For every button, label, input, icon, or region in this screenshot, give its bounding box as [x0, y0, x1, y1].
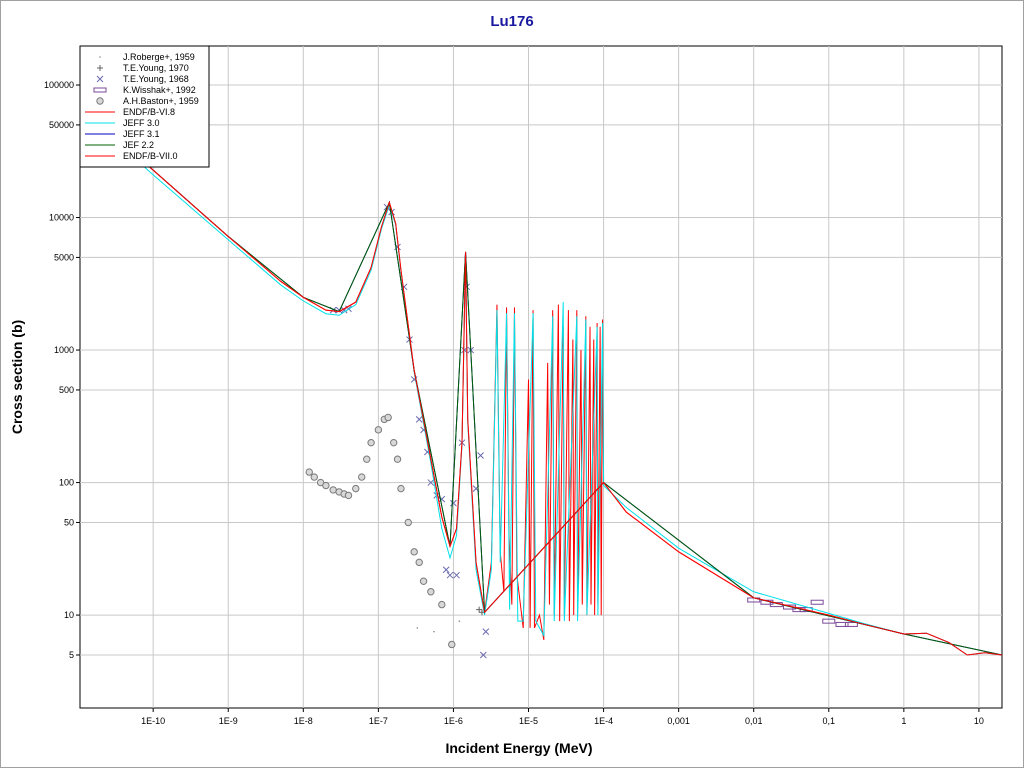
x-tick-label: 1E-7	[369, 716, 388, 726]
x-tick-label: 1E-6	[444, 716, 463, 726]
legend-label: ENDF/B-VII.0	[123, 151, 178, 161]
marker	[415, 415, 423, 423]
marker	[822, 618, 836, 624]
marker	[446, 571, 454, 579]
marker	[477, 452, 484, 459]
legend-marker	[93, 87, 107, 93]
y-tick-label: 500	[59, 385, 74, 395]
marker	[416, 627, 419, 629]
legend-box	[79, 45, 210, 168]
marker	[410, 548, 418, 556]
x-tick-label: 1E-10	[141, 716, 165, 726]
marks	[80, 105, 1002, 659]
grid	[80, 46, 1002, 708]
marker	[427, 588, 435, 596]
x-tick-label: 10	[974, 716, 984, 726]
legend-label: JEFF 3.1	[123, 129, 160, 139]
marker	[305, 468, 313, 476]
marker	[453, 571, 460, 579]
marker	[374, 426, 383, 434]
marker	[384, 413, 392, 422]
y-tick-label: 10000	[49, 213, 74, 223]
chart-title: Lu176	[490, 13, 533, 30]
x-tick-label: 1E-4	[594, 716, 613, 726]
legend-marker	[97, 65, 103, 71]
marker	[810, 599, 824, 605]
marker	[433, 630, 435, 633]
marker	[799, 607, 813, 613]
y-tick-label: 10	[64, 610, 74, 620]
series-line	[80, 105, 1002, 656]
marker	[448, 640, 456, 649]
marker	[450, 499, 457, 507]
marker	[389, 438, 398, 447]
x-tick-label: 1	[901, 716, 906, 726]
marker	[415, 558, 423, 567]
marker	[310, 473, 318, 481]
y-axis-label: Cross section (b)	[9, 320, 25, 434]
y-tick-label: 5	[69, 650, 74, 660]
marker	[427, 479, 435, 486]
x-axis-label: Incident Energy (MeV)	[445, 740, 592, 756]
x-tick-label: 1E-8	[294, 716, 313, 726]
y-tick-label: 5000	[54, 252, 74, 262]
legend-label: J.Roberge+, 1959	[123, 52, 195, 62]
plot-area	[79, 45, 1003, 709]
marker	[363, 455, 371, 463]
marker	[329, 486, 337, 494]
x-tick-label: 0,01	[745, 716, 763, 726]
legend-label: A.H.Baston+, 1959	[123, 96, 199, 106]
marker	[404, 518, 412, 527]
labels: 1E-10 1E-9 1E-8 1E-7 1E-6 1E-5 1E-4 0,001 0,01 0,…	[44, 80, 984, 726]
y-tick-label: 50	[64, 517, 74, 527]
legend-label: ENDF/B-VI.8	[123, 107, 175, 117]
legend-marker	[96, 97, 104, 105]
marker	[438, 600, 446, 609]
y-tick-label: 100	[59, 478, 74, 488]
marker	[476, 606, 483, 613]
marker	[442, 566, 450, 574]
marker	[344, 491, 353, 500]
marker	[844, 621, 858, 627]
y-tick-label: 50000	[49, 120, 74, 130]
marker	[322, 481, 330, 490]
marker	[419, 577, 428, 585]
legend-label: K.Wisshak+, 1992	[123, 85, 196, 95]
y-tick-label: 100000	[44, 80, 74, 90]
x-tick-label: 1E-5	[519, 716, 538, 726]
legend-label: JEFF 3.0	[123, 118, 160, 128]
marker	[358, 473, 366, 481]
legend-label: JEF 2.2	[123, 140, 154, 150]
marker	[352, 484, 360, 493]
legend-label: T.E.Young, 1970	[123, 63, 189, 73]
marker	[397, 484, 405, 493]
marker	[479, 651, 487, 659]
marker	[835, 621, 849, 627]
marker	[482, 628, 490, 635]
marker	[367, 438, 375, 447]
x-tick-label: 0,001	[667, 716, 690, 726]
marker	[458, 620, 461, 622]
legend-label: T.E.Young, 1968	[123, 74, 189, 84]
legend-marker	[96, 75, 104, 83]
legend-marker	[99, 56, 101, 58]
series-line	[80, 108, 1002, 656]
marker	[393, 455, 402, 463]
x-tick-label: 1E-9	[219, 716, 238, 726]
y-tick-label: 1000	[54, 345, 74, 355]
x-tick-label: 0,1	[823, 716, 836, 726]
